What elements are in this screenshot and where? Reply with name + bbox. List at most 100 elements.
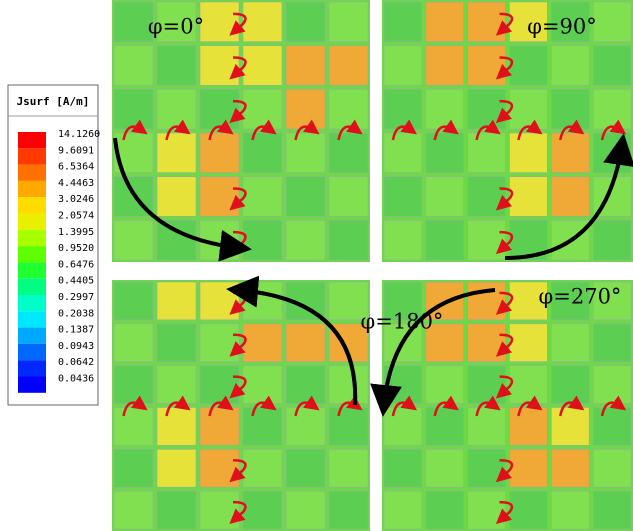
unit-cell [286,220,325,260]
unit-cell [286,46,325,86]
unit-cell [468,449,506,487]
panel [382,0,633,262]
unit-cell [114,491,153,529]
unit-cell [286,408,325,446]
figure: Jsurf [A/m] 14.12609.60916.53644.44633.0… [0,0,633,531]
legend-swatch [18,148,46,164]
unit-cell [593,46,631,86]
legend-label: 0.6476 [58,259,94,270]
unit-cell [384,89,422,129]
panel-label: φ=0° [148,15,204,39]
unit-cell [426,366,464,404]
legend-label: 0.0943 [58,341,94,352]
unit-cell [200,133,239,173]
unit-cell [551,46,589,86]
unit-cell [243,133,282,173]
legend-label: 0.2038 [58,308,94,319]
unit-cell [200,89,239,129]
unit-cell [510,366,548,404]
legend-swatch [18,246,46,262]
legend-swatch [18,344,46,360]
panels [112,0,633,531]
unit-cell [468,491,506,529]
legend-swatch [18,181,46,197]
unit-cell [426,491,464,529]
unit-cell [468,220,506,260]
unit-cell [329,220,368,260]
unit-cell [157,324,196,362]
panel-label: φ=90° [527,15,597,39]
unit-cell [593,2,631,42]
unit-cell [157,408,196,446]
unit-cell [286,2,325,42]
unit-cell [593,324,631,362]
panel-label: φ=180° [361,310,444,334]
unit-cell [384,2,422,42]
unit-cell [243,366,282,404]
unit-cell [329,491,368,529]
panel-label: φ=270° [539,285,622,309]
unit-cell [510,449,548,487]
unit-cell [286,177,325,217]
legend-label: 0.2997 [58,292,94,303]
unit-cell [468,366,506,404]
unit-cell [114,366,153,404]
unit-cell [200,46,239,86]
unit-cell [551,491,589,529]
unit-cell [593,220,631,260]
unit-cell [426,220,464,260]
unit-cell [510,408,548,446]
unit-cell [114,449,153,487]
unit-cell [286,89,325,129]
unit-cell [468,324,506,362]
unit-cell [384,177,422,217]
legend-swatch [18,165,46,181]
unit-cell [510,491,548,529]
unit-cell [329,2,368,42]
unit-cell [329,408,368,446]
unit-cell [384,491,422,529]
unit-cell [286,449,325,487]
unit-cell [114,324,153,362]
legend-swatch [18,360,46,376]
unit-cell [510,89,548,129]
legend-swatch [18,197,46,213]
unit-cell [384,449,422,487]
unit-cell [551,324,589,362]
unit-cell [329,133,368,173]
unit-cell [157,491,196,529]
legend-swatch [18,214,46,230]
unit-cell [384,46,422,86]
legend-swatch [18,230,46,246]
unit-cell [551,449,589,487]
unit-cell [426,449,464,487]
unit-cell [243,220,282,260]
unit-cell [157,46,196,86]
unit-cell [384,133,422,173]
unit-cell [510,324,548,362]
unit-cell [329,46,368,86]
unit-cell [426,133,464,173]
unit-cell [200,491,239,529]
unit-cell [329,89,368,129]
unit-cell [426,177,464,217]
unit-cell [468,89,506,129]
legend-label: 2.0574 [58,211,94,222]
unit-cell [243,282,282,320]
legend-label: 0.4405 [58,276,94,287]
legend-label: 0.0436 [58,374,94,385]
unit-cell [243,177,282,217]
legend-swatch [18,295,46,311]
unit-cell [114,282,153,320]
unit-cell [200,408,239,446]
unit-cell [468,2,506,42]
legend-label: 9.6091 [58,145,94,156]
unit-cell [286,133,325,173]
unit-cell [286,491,325,529]
legend-label: 0.0642 [58,357,94,368]
legend-label: 1.3995 [58,227,94,238]
unit-cell [286,366,325,404]
unit-cell [157,89,196,129]
unit-cell [200,366,239,404]
unit-cell [243,324,282,362]
